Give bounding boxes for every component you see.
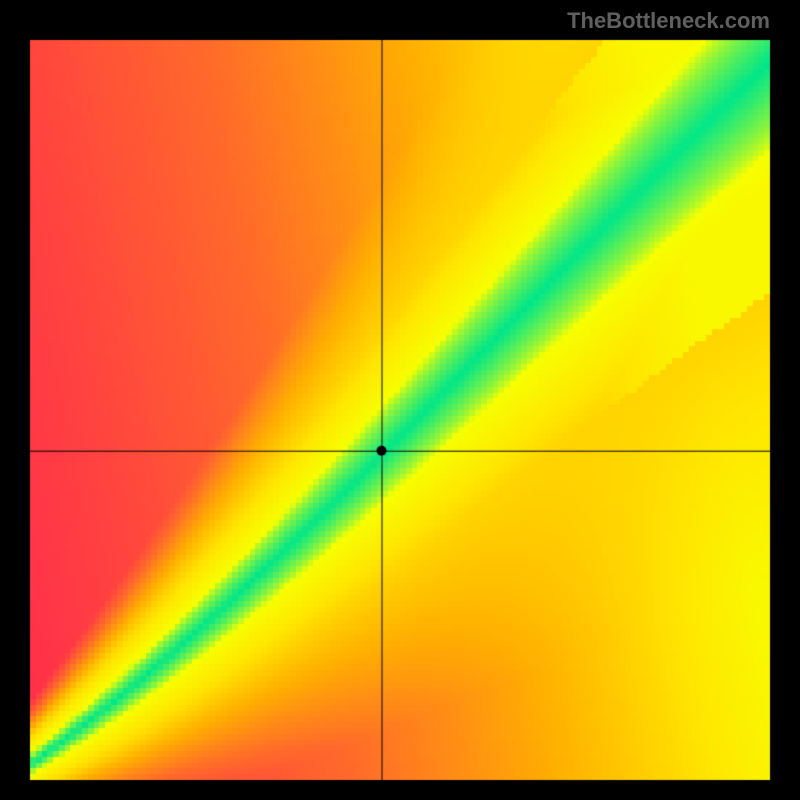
chart-container: TheBottleneck.com	[0, 0, 800, 800]
watermark-label: TheBottleneck.com	[567, 8, 770, 34]
heatmap-canvas	[0, 0, 800, 800]
